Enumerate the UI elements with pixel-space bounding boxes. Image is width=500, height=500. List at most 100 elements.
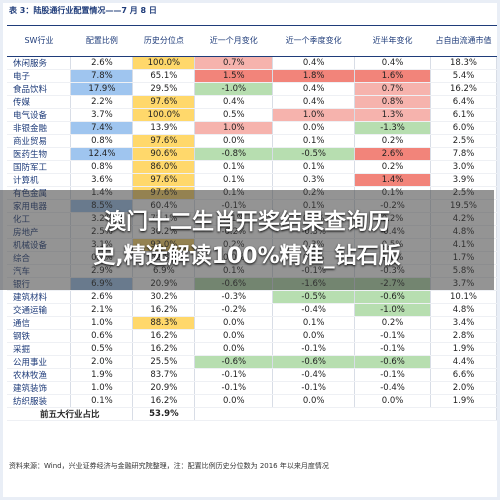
quarter-change-cell: -0.4%: [272, 303, 356, 317]
percentile-cell: 16.2%: [132, 394, 196, 408]
halfyear-change-cell: -0.6%: [354, 290, 432, 304]
halfyear-change-cell: -0.4%: [354, 381, 432, 395]
month-change-cell: 0.0%: [194, 394, 274, 408]
halfyear-change-cell: -0.1%: [354, 329, 432, 343]
month-change-cell: 0.1%: [194, 173, 274, 187]
table-row: 商业贸易 0.8% 97.6% 0.0% 0.1% 0.2% 2.5%: [7, 134, 497, 148]
month-change-cell: 0.1%: [194, 160, 274, 174]
halfyear-change-cell: 0.2%: [354, 160, 432, 174]
col-header-halfyear-change: 近半年变化: [354, 25, 431, 57]
table-row: 食品饮料 17.9% 29.5% -1.0% 0.4% 0.7% 16.2%: [7, 82, 497, 96]
halfyear-change-cell: -0.1%: [354, 342, 432, 356]
quarter-change-cell: -0.4%: [272, 368, 356, 382]
industry-cell: 公用事业: [7, 355, 72, 369]
ratio-cell: 2.1%: [70, 303, 134, 317]
quarter-change-cell: -0.6%: [272, 355, 356, 369]
summary-value: 53.9%: [132, 407, 196, 421]
ratio-cell: 2.2%: [70, 95, 134, 109]
industry-cell: 通信: [7, 316, 72, 330]
free-float-cell: 5.4%: [430, 69, 497, 83]
quarter-change-cell: -0.5%: [272, 290, 356, 304]
halfyear-change-cell: 0.4%: [354, 56, 432, 70]
col-header-quarter-change: 近一个季度变化: [272, 25, 355, 57]
table-row: 通信 1.0% 88.3% 0.0% 0.1% 0.2% 3.4%: [7, 316, 497, 330]
free-float-cell: 6.4%: [430, 95, 497, 109]
month-change-cell: -0.6%: [194, 355, 274, 369]
quarter-change-cell: 0.3%: [272, 173, 356, 187]
halfyear-change-cell: 1.3%: [354, 108, 432, 122]
percentile-cell: 29.5%: [132, 82, 196, 96]
percentile-cell: 97.6%: [132, 173, 196, 187]
month-change-cell: 0.4%: [194, 95, 274, 109]
ratio-cell: 7.8%: [70, 69, 134, 83]
industry-cell: 钢铁: [7, 329, 72, 343]
month-change-cell: 0.0%: [194, 316, 274, 330]
industry-cell: 农林牧渔: [7, 368, 72, 382]
percentile-cell: 16.2%: [132, 342, 196, 356]
percentile-cell: 83.7%: [132, 368, 196, 382]
col-header-ratio: 配置比例: [70, 25, 133, 57]
industry-cell: 传媒: [7, 95, 72, 109]
table-row: 非银金融 7.4% 13.9% 1.0% 0.0% -1.3% 6.0%: [7, 121, 497, 135]
free-float-cell: 4.8%: [430, 303, 497, 317]
industry-cell: 医药生物: [7, 147, 72, 161]
ratio-cell: 0.1%: [70, 394, 134, 408]
halfyear-change-cell: 1.4%: [354, 173, 432, 187]
free-float-cell: 3.9%: [430, 173, 497, 187]
table-row: 传媒 2.2% 97.6% 0.4% 0.4% 0.8% 6.4%: [7, 95, 497, 109]
percentile-cell: 65.1%: [132, 69, 196, 83]
free-float-cell: 18.3%: [430, 56, 497, 70]
halfyear-change-cell: -1.3%: [354, 121, 432, 135]
ratio-cell: 0.8%: [70, 134, 134, 148]
quarter-change-cell: -0.5%: [272, 147, 356, 161]
percentile-cell: 16.2%: [132, 329, 196, 343]
summary-label: 前五大行业占比: [7, 407, 134, 421]
free-float-cell: 16.2%: [430, 82, 497, 96]
industry-cell: 国防军工: [7, 160, 72, 174]
ratio-cell: 1.0%: [70, 316, 134, 330]
ratio-cell: 3.7%: [70, 108, 134, 122]
free-float-cell: 2.8%: [430, 329, 497, 343]
month-change-cell: -0.2%: [194, 303, 274, 317]
industry-cell: 食品饮料: [7, 82, 72, 96]
overlay-banner: [0, 190, 494, 290]
month-change-cell: -1.0%: [194, 82, 274, 96]
halfyear-change-cell: 0.2%: [354, 134, 432, 148]
industry-cell: 电子: [7, 69, 72, 83]
industry-cell: 非银金融: [7, 121, 72, 135]
table-caption: 表 3：陆股通行业配置情况——7 月 8 日: [9, 6, 157, 15]
col-header-month-change: 近一个月变化: [194, 25, 273, 57]
industry-cell: 纺织服装: [7, 394, 72, 408]
percentile-cell: 20.9%: [132, 381, 196, 395]
month-change-cell: -0.1%: [194, 368, 274, 382]
month-change-cell: 0.0%: [194, 134, 274, 148]
table-row: 计算机 3.6% 97.6% 0.1% 0.3% 1.4% 3.9%: [7, 173, 497, 187]
free-float-cell: 7.8%: [430, 147, 497, 161]
free-float-cell: 1.9%: [430, 342, 497, 356]
table-row: 建筑装饰 1.0% 20.9% -0.1% -0.1% -0.4% 2.0%: [7, 381, 497, 395]
industry-cell: 建筑装饰: [7, 381, 72, 395]
quarter-change-cell: -0.1%: [272, 342, 356, 356]
col-header-industry: SW行业: [7, 25, 71, 57]
quarter-change-cell: 0.4%: [272, 82, 356, 96]
free-float-cell: 3.4%: [430, 316, 497, 330]
ratio-cell: 0.6%: [70, 329, 134, 343]
ratio-cell: 12.4%: [70, 147, 134, 161]
month-change-cell: 0.7%: [194, 56, 274, 70]
industry-cell: 采掘: [7, 342, 72, 356]
quarter-change-cell: 0.1%: [272, 316, 356, 330]
quarter-change-cell: 0.0%: [272, 394, 356, 408]
free-float-cell: 2.0%: [430, 381, 497, 395]
quarter-change-cell: 0.0%: [272, 329, 356, 343]
quarter-change-cell: 0.0%: [272, 121, 356, 135]
overlay-banner-text: 澳门十二生肖开奖结果查询历 史,精选解读100%精准_钻石版: [0, 206, 494, 274]
halfyear-change-cell: -0.6%: [354, 355, 432, 369]
free-float-cell: 10.1%: [430, 290, 497, 304]
ratio-cell: 2.6%: [70, 290, 134, 304]
free-float-cell: 4.4%: [430, 355, 497, 369]
free-float-cell: 1.9%: [430, 394, 497, 408]
month-change-cell: 0.5%: [194, 108, 274, 122]
ratio-cell: 17.9%: [70, 82, 134, 96]
month-change-cell: 1.0%: [194, 121, 274, 135]
banner-line-2: 史,精选解读100%精准_钻石版: [93, 244, 401, 269]
